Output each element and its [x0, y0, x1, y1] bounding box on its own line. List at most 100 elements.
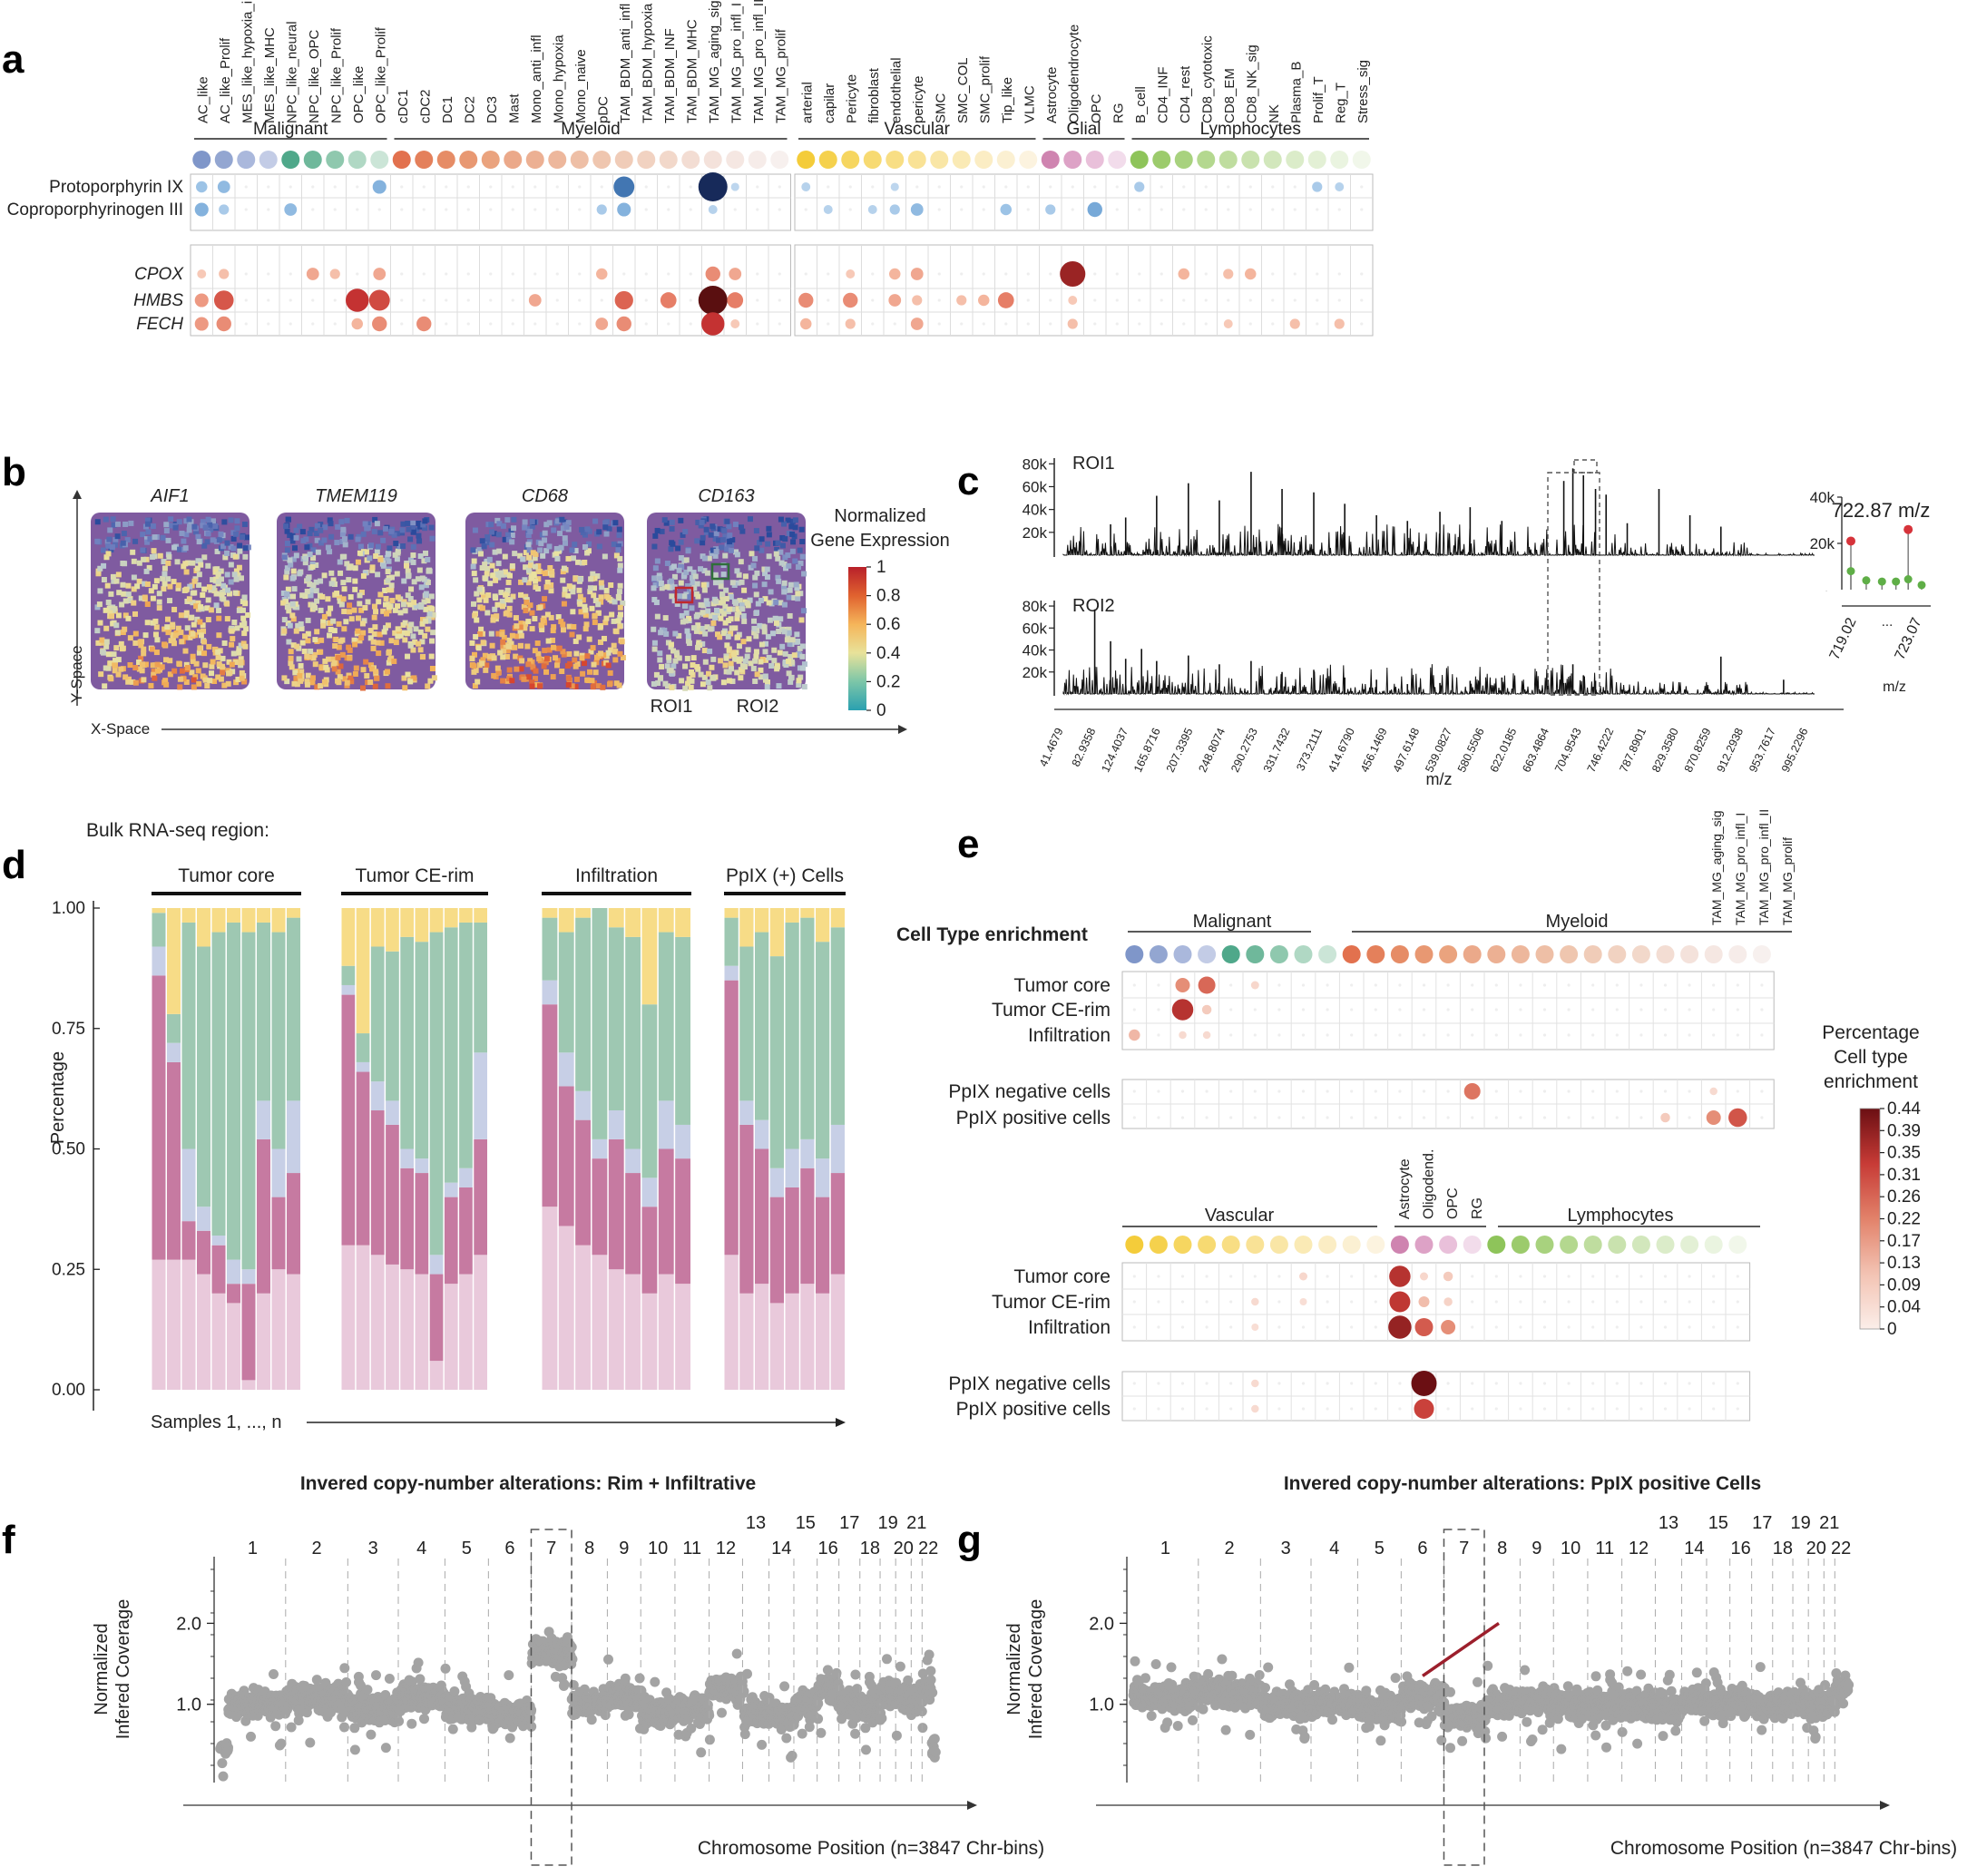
- data-dot: [219, 204, 230, 215]
- empty-dot: [1204, 185, 1208, 189]
- expression-pixel: [150, 595, 156, 601]
- empty-dot: [778, 272, 781, 276]
- expression-pixel: [616, 589, 622, 595]
- expression-pixel: [167, 671, 173, 678]
- expression-pixel: [767, 617, 773, 623]
- expression-pixel: [172, 524, 179, 531]
- expression-pixel: [753, 591, 759, 598]
- expression-pixel: [120, 630, 126, 636]
- empty-dot: [1567, 1300, 1571, 1304]
- celltype-color-dot: [1108, 151, 1127, 169]
- expression-pixel: [153, 578, 160, 584]
- expression-pixel: [105, 542, 112, 549]
- empty-dot: [1591, 1325, 1595, 1329]
- stacked-bar-segment: [785, 922, 799, 1149]
- expression-pixel: [762, 596, 768, 602]
- expression-pixel: [405, 520, 411, 526]
- stacked-bar-segment: [739, 1100, 754, 1125]
- celltype-color-dot: [1125, 945, 1144, 963]
- expression-pixel: [781, 629, 788, 635]
- expression-pixel: [293, 628, 299, 634]
- bar-shade: [558, 1226, 574, 1390]
- celltype-color-dot: [1125, 1236, 1144, 1254]
- expression-pixel: [723, 655, 729, 661]
- expression-pixel: [796, 651, 802, 658]
- expression-pixel: [209, 663, 215, 669]
- expression-pixel: [357, 550, 363, 556]
- stacked-bar-segment: [542, 908, 558, 918]
- expression-pixel: [106, 605, 113, 611]
- column-label: OPC: [1089, 93, 1104, 123]
- empty-dot: [1326, 1089, 1329, 1093]
- empty-dot: [578, 322, 582, 326]
- empty-dot: [1316, 322, 1319, 326]
- expression-pixel: [397, 632, 404, 639]
- y-tick-label: 0.50: [52, 1140, 85, 1159]
- enrichment-dot: [1414, 1399, 1434, 1419]
- expression-pixel: [363, 659, 369, 665]
- expression-pixel: [220, 655, 226, 661]
- colorbar-tick-label: 0.04: [1887, 1298, 1921, 1317]
- expression-pixel: [195, 668, 201, 674]
- expression-pixel: [553, 551, 560, 557]
- column-label: DC3: [484, 96, 500, 123]
- empty-dot: [445, 208, 448, 211]
- expression-pixel: [281, 675, 288, 681]
- row-label: Infiltration: [1028, 1317, 1111, 1338]
- expression-pixel: [735, 580, 741, 586]
- empty-dot: [1160, 298, 1163, 302]
- expression-pixel: [535, 568, 542, 574]
- empty-dot: [1736, 1407, 1739, 1411]
- expression-pixel: [768, 662, 775, 669]
- expression-pixel: [425, 598, 431, 604]
- expression-pixel: [139, 661, 145, 668]
- expression-pixel: [421, 599, 427, 605]
- expression-pixel: [605, 650, 612, 656]
- expression-pixel: [472, 527, 478, 533]
- empty-dot: [244, 322, 248, 326]
- column-label: arterial: [799, 82, 815, 123]
- expression-pixel: [153, 650, 160, 656]
- expression-pixel: [800, 608, 807, 614]
- stacked-bar-segment: [755, 932, 769, 1120]
- colorbar-tick-label: 0: [1887, 1320, 1897, 1339]
- empty-dot: [1301, 1382, 1306, 1385]
- empty-dot: [1277, 1008, 1281, 1011]
- expression-pixel: [681, 593, 688, 600]
- empty-dot: [1004, 322, 1008, 326]
- stacked-bar-segment: [474, 1052, 487, 1139]
- expression-pixel: [544, 611, 551, 618]
- stacked-bar-segment: [211, 1293, 226, 1390]
- enrichment-dot: [1179, 1031, 1187, 1040]
- expression-pixel: [522, 577, 528, 583]
- expression-pixel: [786, 659, 792, 665]
- expression-pixel: [758, 597, 764, 603]
- celltype-color-dot: [525, 151, 544, 169]
- empty-dot: [1160, 208, 1163, 211]
- empty-dot: [1591, 1008, 1595, 1011]
- expression-pixel: [534, 640, 541, 647]
- expression-pixel: [410, 525, 416, 532]
- bar-shade: [625, 1274, 641, 1390]
- empty-dot: [1160, 322, 1163, 326]
- x-tick-label: 995.2296: [1779, 726, 1811, 774]
- empty-dot: [1688, 1300, 1691, 1304]
- expression-pixel: [723, 596, 729, 602]
- x-tick-label: 497.6148: [1391, 726, 1423, 774]
- expression-pixel: [529, 523, 535, 530]
- expression-pixel: [719, 600, 726, 606]
- empty-dot: [1639, 1275, 1643, 1278]
- expression-pixel: [423, 606, 429, 612]
- expression-pixel: [240, 607, 246, 613]
- expression-pixel: [525, 567, 532, 573]
- expression-pixel: [662, 680, 669, 687]
- empty-dot: [778, 322, 781, 326]
- data-dot: [727, 292, 744, 308]
- expression-pixel: [540, 552, 546, 559]
- expression-pixel: [797, 665, 803, 671]
- expression-pixel: [389, 598, 396, 604]
- column-label: TAM_BDM_INF: [662, 28, 678, 123]
- expression-pixel: [669, 519, 675, 525]
- expression-pixel: [700, 625, 706, 631]
- coverage-point: [384, 1674, 395, 1684]
